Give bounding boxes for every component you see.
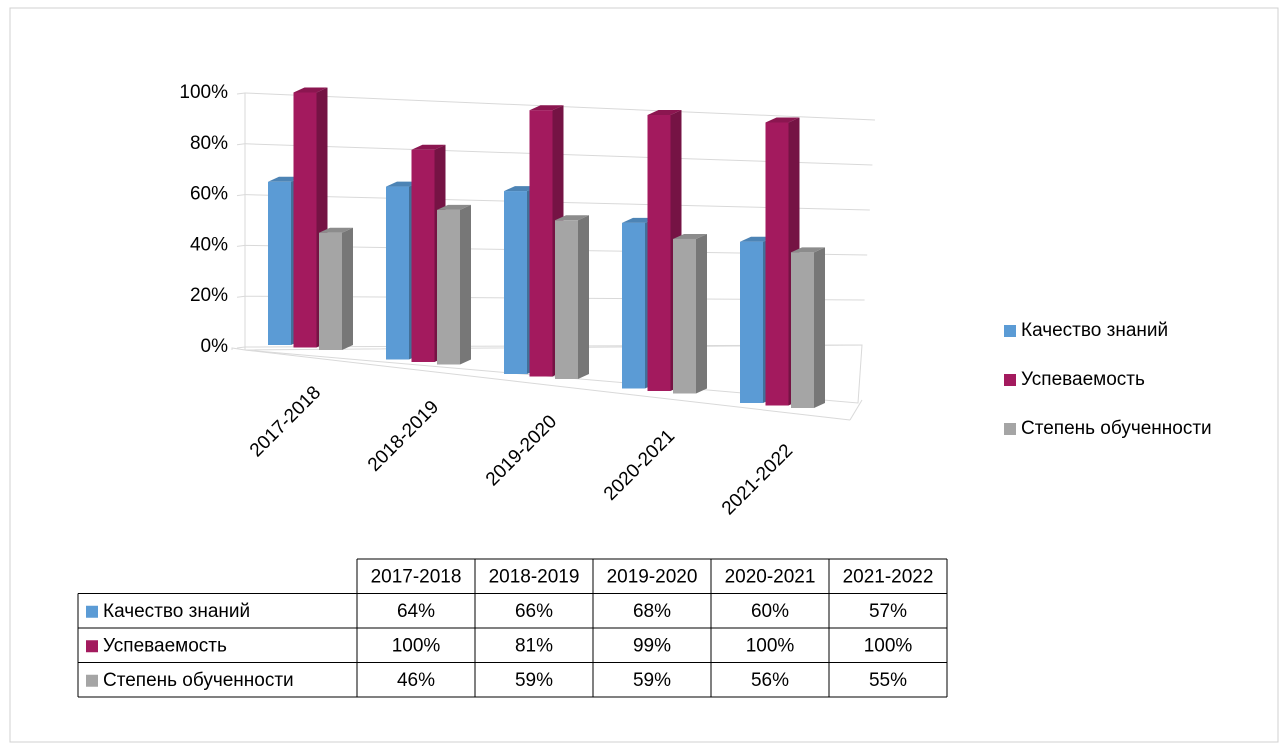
bar [555,215,589,379]
bar-top [673,233,707,239]
bar-front [765,122,789,406]
floor-right [849,399,863,421]
table-header: 2018-2019 [489,566,580,587]
table-cell: 100% [392,635,441,656]
bar-top [555,215,589,221]
table-header: 2017-2018 [371,566,462,587]
bar-front [791,252,814,408]
bar-side [342,227,353,350]
legend-swatch [1004,423,1016,435]
table-cell: 99% [633,635,671,656]
table-cell: 100% [864,635,913,656]
bar-front [529,110,553,377]
y-tick-label: 100% [179,82,228,103]
table-row-label: Успеваемость [103,635,227,656]
legend-swatch [1004,374,1016,386]
legend-swatch [1004,325,1016,337]
table-header: 2021-2022 [843,566,934,587]
bar-front [268,181,291,345]
table-cell: 60% [751,601,789,622]
bar-top [647,110,682,115]
bar-front [622,222,645,389]
table-cell: 57% [869,601,907,622]
bar-top [319,227,353,233]
bar-side [696,233,707,394]
bar [673,233,707,394]
table-cell: 55% [869,670,907,691]
bar-front [740,241,763,403]
bar-front [504,191,527,374]
table-cell: 100% [746,635,795,656]
bar [319,227,353,350]
floor-edge [231,347,246,351]
bar [791,247,825,408]
legend-label: Качество знаний [1021,320,1168,341]
legend-label: Степень обученности [1021,418,1212,439]
table-header: 2020-2021 [725,566,816,587]
table-cell: 68% [633,601,671,622]
y-tick-label: 80% [190,133,228,154]
bar-front [293,92,317,348]
table-swatch [86,640,98,653]
y-tick-label: 60% [190,184,228,205]
table-row-label: Качество знаний [103,601,250,622]
bar-front [386,186,409,360]
table-cell: 66% [515,601,553,622]
bar-top [411,144,446,150]
y-tick-label: 0% [201,336,229,357]
table-cell: 64% [397,601,435,622]
bar-side [578,215,589,379]
table-row-label: Степень обученности [103,670,294,691]
tick-mark [236,244,246,247]
legend-label: Успеваемость [1021,369,1145,390]
bar-front [411,149,435,362]
table-swatch [86,674,98,687]
table-cell: 56% [751,670,789,691]
bar-front [647,115,671,391]
floor-front [244,349,851,421]
bar-front [437,209,460,365]
bar-side [460,204,471,365]
bar-front [555,220,578,379]
bar-front [319,232,342,350]
tick-mark [236,295,246,298]
bar-side [814,247,825,408]
bar-top [765,117,800,123]
table-swatch [86,605,98,618]
tick-mark [236,92,246,95]
bar-top [293,87,328,93]
bar-top [529,105,564,111]
y-tick-label: 20% [190,285,228,306]
bar-front [673,238,696,394]
table-cell: 81% [515,635,553,656]
tick-mark [236,346,246,349]
bar-top [437,204,471,210]
table-cell: 59% [515,670,553,691]
tick-mark [236,194,246,197]
y-tick-label: 40% [190,234,228,255]
bar-top [791,247,825,253]
table-cell: 59% [633,670,671,691]
bar [437,204,471,365]
table-cell: 46% [397,670,435,691]
table-header: 2019-2020 [607,566,698,587]
tick-mark [236,143,246,146]
